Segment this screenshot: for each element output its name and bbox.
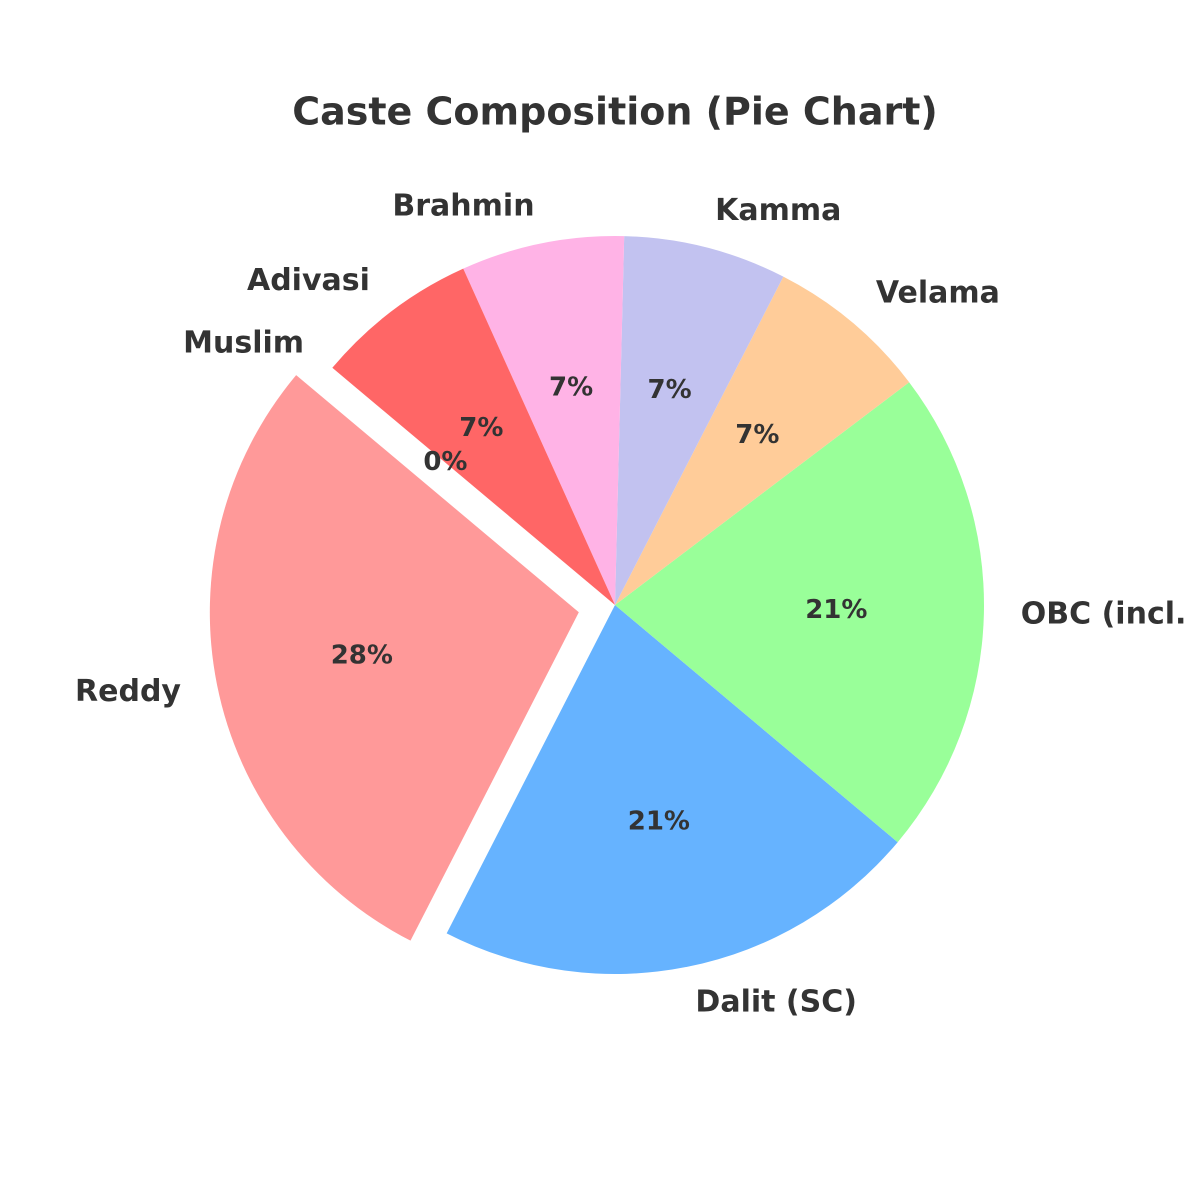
pie-slice [463, 236, 625, 605]
pie-slice [615, 276, 910, 605]
slice-label: Dalit (SC) [695, 984, 857, 1019]
slice-label: Kamma [715, 193, 841, 228]
slice-percent: 7% [549, 372, 593, 402]
pie-slice [615, 236, 784, 605]
chart-title: Caste Composition (Pie Chart) [292, 90, 938, 134]
pie-slice [332, 268, 615, 605]
slice-percent: 28% [331, 641, 393, 671]
slice-percent: 7% [735, 420, 779, 450]
slice-label: Muslim [183, 326, 304, 361]
slice-label: OBC (incl. [1021, 597, 1187, 632]
slice-label: Brahmin [392, 189, 534, 224]
slice-percent: 7% [648, 375, 692, 405]
slice-label: Adivasi [247, 263, 370, 298]
slice-label: Velama [876, 276, 1000, 311]
slice-percent: 7% [459, 413, 503, 443]
slice-percent: 21% [805, 595, 867, 625]
slice-label: Reddy [75, 674, 181, 709]
pie-slice [615, 382, 984, 843]
pie-slice [209, 375, 579, 941]
slice-percent: 0% [423, 447, 467, 477]
slice-percent: 21% [628, 807, 690, 837]
pie-slice [446, 605, 898, 974]
